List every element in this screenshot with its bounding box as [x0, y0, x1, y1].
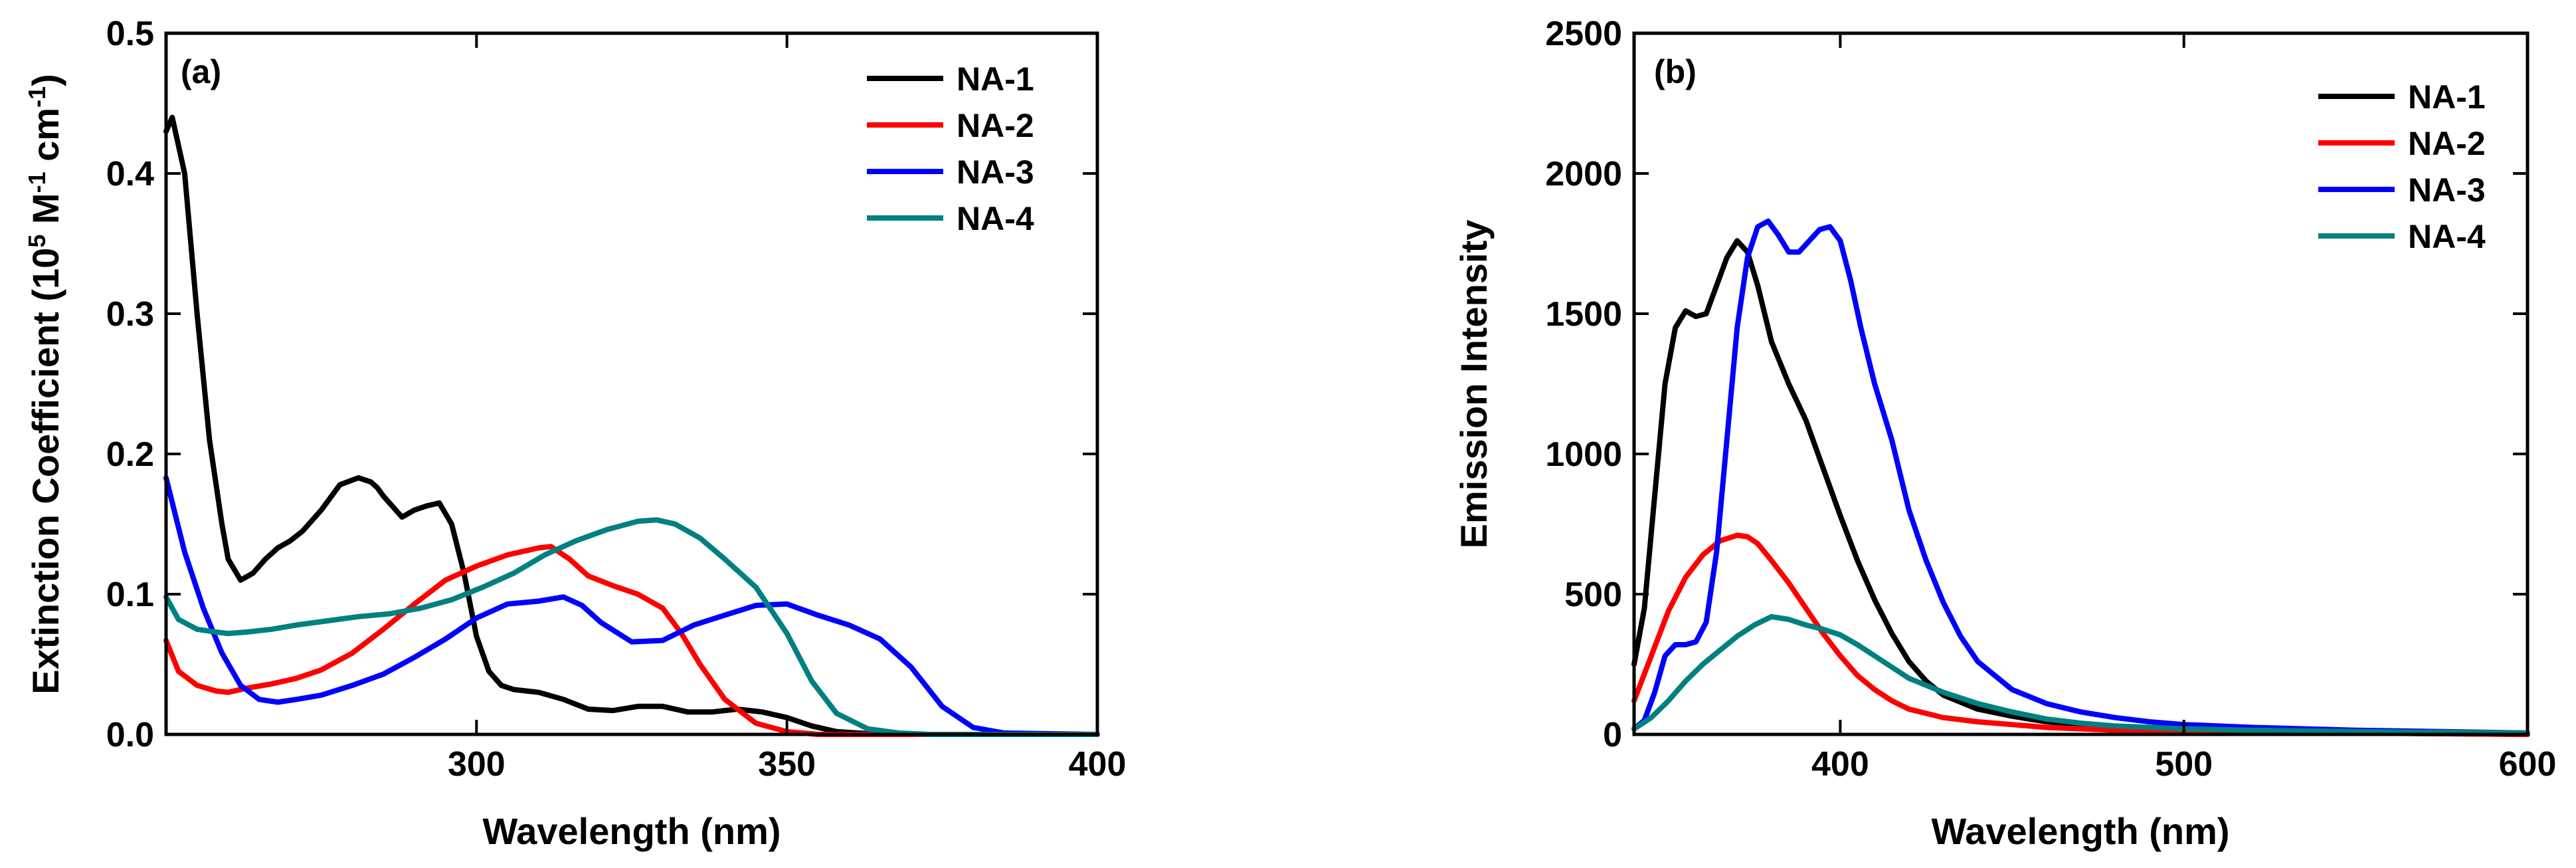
ticks-a: 300 350 400 0.0 0.1 0.2 0.3 0.4 0.5 — [106, 15, 1127, 784]
x-axis-title-b: Wavelength (nm) — [1931, 810, 2229, 852]
series-line-na-4-b — [1631, 613, 2530, 736]
legend-label-na-4-b: NA-4 — [2408, 218, 2486, 255]
legend-label-na-3-b: NA-3 — [2408, 171, 2486, 209]
series-line-na-3-a — [163, 475, 1100, 737]
x-tick-label-a: 350 — [758, 745, 816, 784]
y-axis-title-a-exp3: -1 — [23, 86, 50, 108]
panel-label-a: (a) — [181, 53, 221, 90]
x-axis-title-a: Wavelength (nm) — [482, 810, 781, 852]
y-tick-label-a: 0.2 — [106, 435, 154, 474]
y-tick-label-a: 0.3 — [106, 295, 154, 334]
y-tick-label-b: 500 — [1564, 576, 1622, 614]
x-tick-label-b: 400 — [1811, 745, 1869, 784]
legend-a: NA-1 NA-2 NA-3 NA-4 — [867, 60, 1034, 237]
series-line-na-2-b — [1631, 532, 2530, 737]
y-tick-label-a: 0.4 — [106, 155, 154, 193]
series-line-na-1-a — [163, 114, 1100, 737]
legend-b: NA-1 NA-2 NA-3 NA-4 — [2318, 78, 2486, 255]
plot-area-a — [163, 114, 1100, 737]
legend-label-na-2-b: NA-2 — [2408, 125, 2486, 162]
legend-label-na-3-a: NA-3 — [957, 154, 1034, 191]
y-axis-title-a-prefix: Extinction Coefficient (10 — [25, 248, 66, 695]
y-axis-title-a-exp2: -1 — [23, 171, 50, 193]
y-axis-title-a-mid1: M — [25, 193, 66, 234]
y-tick-label-b: 1000 — [1545, 435, 1622, 474]
legend-label-na-1-a: NA-1 — [957, 60, 1034, 98]
x-tick-label-b: 600 — [2499, 745, 2557, 784]
y-axis-title-a: Extinction Coefficient (105 M-1 cm-1) — [23, 74, 67, 695]
y-axis-title-a-exp1: 5 — [23, 235, 50, 248]
plot-area-b — [1631, 218, 2530, 737]
chart-panel-a: 300 350 400 0.0 0.1 0.2 0.3 0.4 0.5 (a) NA-1 NA-2… — [23, 15, 1127, 852]
panel-label-b: (b) — [1654, 53, 1697, 90]
plot-frame-a — [164, 31, 1099, 736]
y-tick-label-a: 0.1 — [106, 576, 154, 614]
y-tick-label-b: 2500 — [1545, 15, 1622, 53]
series-line-na-1-b — [1631, 238, 2530, 737]
y-tick-label-b: 1500 — [1545, 295, 1622, 334]
x-tick-label-a: 300 — [448, 745, 506, 784]
x-tick-label-b: 500 — [2155, 745, 2213, 784]
series-line-na-3-b — [1631, 218, 2530, 736]
y-axis-title-a-suffix: ) — [25, 74, 66, 86]
y-axis-title-b: Emission Intensity — [1453, 220, 1495, 549]
y-tick-label-a: 0.0 — [106, 716, 154, 754]
legend-label-na-1-b: NA-1 — [2408, 78, 2486, 116]
legend-label-na-2-a: NA-2 — [957, 107, 1034, 144]
y-tick-label-b: 0 — [1603, 716, 1622, 754]
x-tick-label-a: 400 — [1069, 745, 1127, 784]
ticks-b: 400 500 600 0 500 1000 1500 2000 2500 — [1545, 15, 2556, 784]
legend-label-na-4-a: NA-4 — [957, 200, 1034, 237]
series-line-na-4-a — [163, 517, 1100, 737]
y-tick-label-b: 2000 — [1545, 155, 1622, 193]
y-tick-label-a: 0.5 — [106, 15, 154, 53]
y-axis-title-a-mid2: cm — [25, 108, 66, 172]
plot-frame-b — [1632, 31, 2530, 736]
